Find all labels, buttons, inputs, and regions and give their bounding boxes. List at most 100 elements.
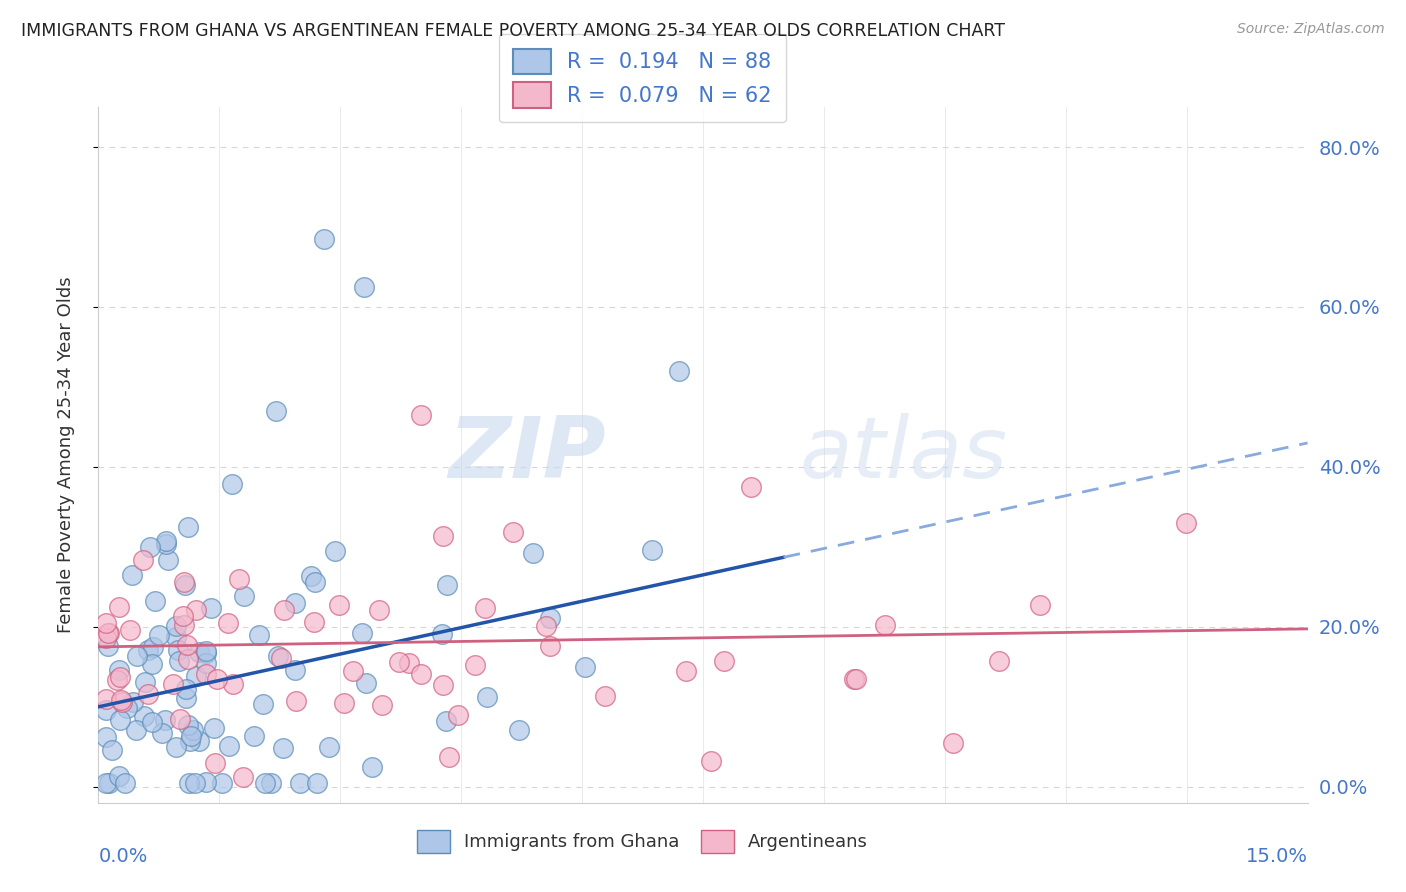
Point [474,600,496,615]
Point [1028,598,1050,612]
Text: 15.0%: 15.0% [1246,847,1308,866]
Point [114,776,136,790]
Point [302,615,325,629]
Point [136,642,159,657]
Point [98,626,121,640]
Text: Source: ZipAtlas.com: Source: ZipAtlas.com [1237,22,1385,37]
Point [432,678,454,692]
Point [98,776,121,790]
Point [101,743,124,757]
Point [502,524,524,539]
Point [111,694,134,708]
Point [139,540,162,554]
Point [333,696,356,710]
Point [194,667,217,681]
Point [247,628,270,642]
Point [122,695,145,709]
Text: atlas: atlas [800,413,1008,497]
Point [342,664,364,678]
Point [987,654,1010,668]
Point [1174,516,1197,530]
Point [121,568,143,582]
Point [107,599,129,614]
Point [177,520,200,534]
Point [195,775,218,789]
Point [285,694,308,708]
Point [243,729,266,743]
Point [641,543,664,558]
Point [204,756,226,770]
Point [167,642,190,657]
Legend: Immigrants from Ghana, Argentineans: Immigrants from Ghana, Argentineans [406,820,879,863]
Point [211,776,233,790]
Point [845,673,868,687]
Point [134,675,156,690]
Point [188,734,211,748]
Point [96,615,118,630]
Point [179,733,201,747]
Point [508,723,530,738]
Point [299,569,322,583]
Point [522,546,544,560]
Point [271,741,294,756]
Point [156,553,179,567]
Point [314,232,336,246]
Point [217,616,239,631]
Point [205,673,228,687]
Point [273,603,295,617]
Point [96,731,118,745]
Point [165,630,187,644]
Point [194,646,217,660]
Point [447,707,470,722]
Point [174,690,197,705]
Point [318,740,340,755]
Point [165,740,187,755]
Point [668,364,690,378]
Point [177,652,200,666]
Point [388,655,411,669]
Point [118,623,141,637]
Text: 0.0%: 0.0% [98,847,148,866]
Point [254,776,277,790]
Point [172,608,194,623]
Point [252,697,274,711]
Point [221,676,243,690]
Point [125,723,148,738]
Point [288,776,311,790]
Point [155,536,177,550]
Point [169,712,191,726]
Text: IMMIGRANTS FROM GHANA VS ARGENTINEAN FEMALE POVERTY AMONG 25-34 YEAR OLDS CORREL: IMMIGRANTS FROM GHANA VS ARGENTINEAN FEM… [21,22,1005,40]
Point [162,676,184,690]
Point [184,776,207,790]
Point [132,552,155,566]
Point [181,723,204,738]
Point [436,578,458,592]
Point [127,649,149,664]
Point [105,673,128,687]
Point [218,739,240,753]
Point [354,676,377,690]
Point [108,769,131,783]
Point [155,534,177,549]
Point [409,408,432,422]
Point [176,718,198,732]
Point [167,654,190,668]
Point [141,714,163,729]
Point [411,666,433,681]
Text: ZIP: ZIP [449,413,606,497]
Point [371,698,394,713]
Point [713,654,735,668]
Point [150,726,173,740]
Point [97,626,120,640]
Point [96,776,118,790]
Point [96,692,118,706]
Point [110,693,132,707]
Point [117,701,139,715]
Point [188,645,211,659]
Y-axis label: Female Poverty Among 25-34 Year Olds: Female Poverty Among 25-34 Year Olds [56,277,75,633]
Point [173,617,195,632]
Point [353,280,375,294]
Point [574,659,596,673]
Point [323,543,346,558]
Point [176,638,198,652]
